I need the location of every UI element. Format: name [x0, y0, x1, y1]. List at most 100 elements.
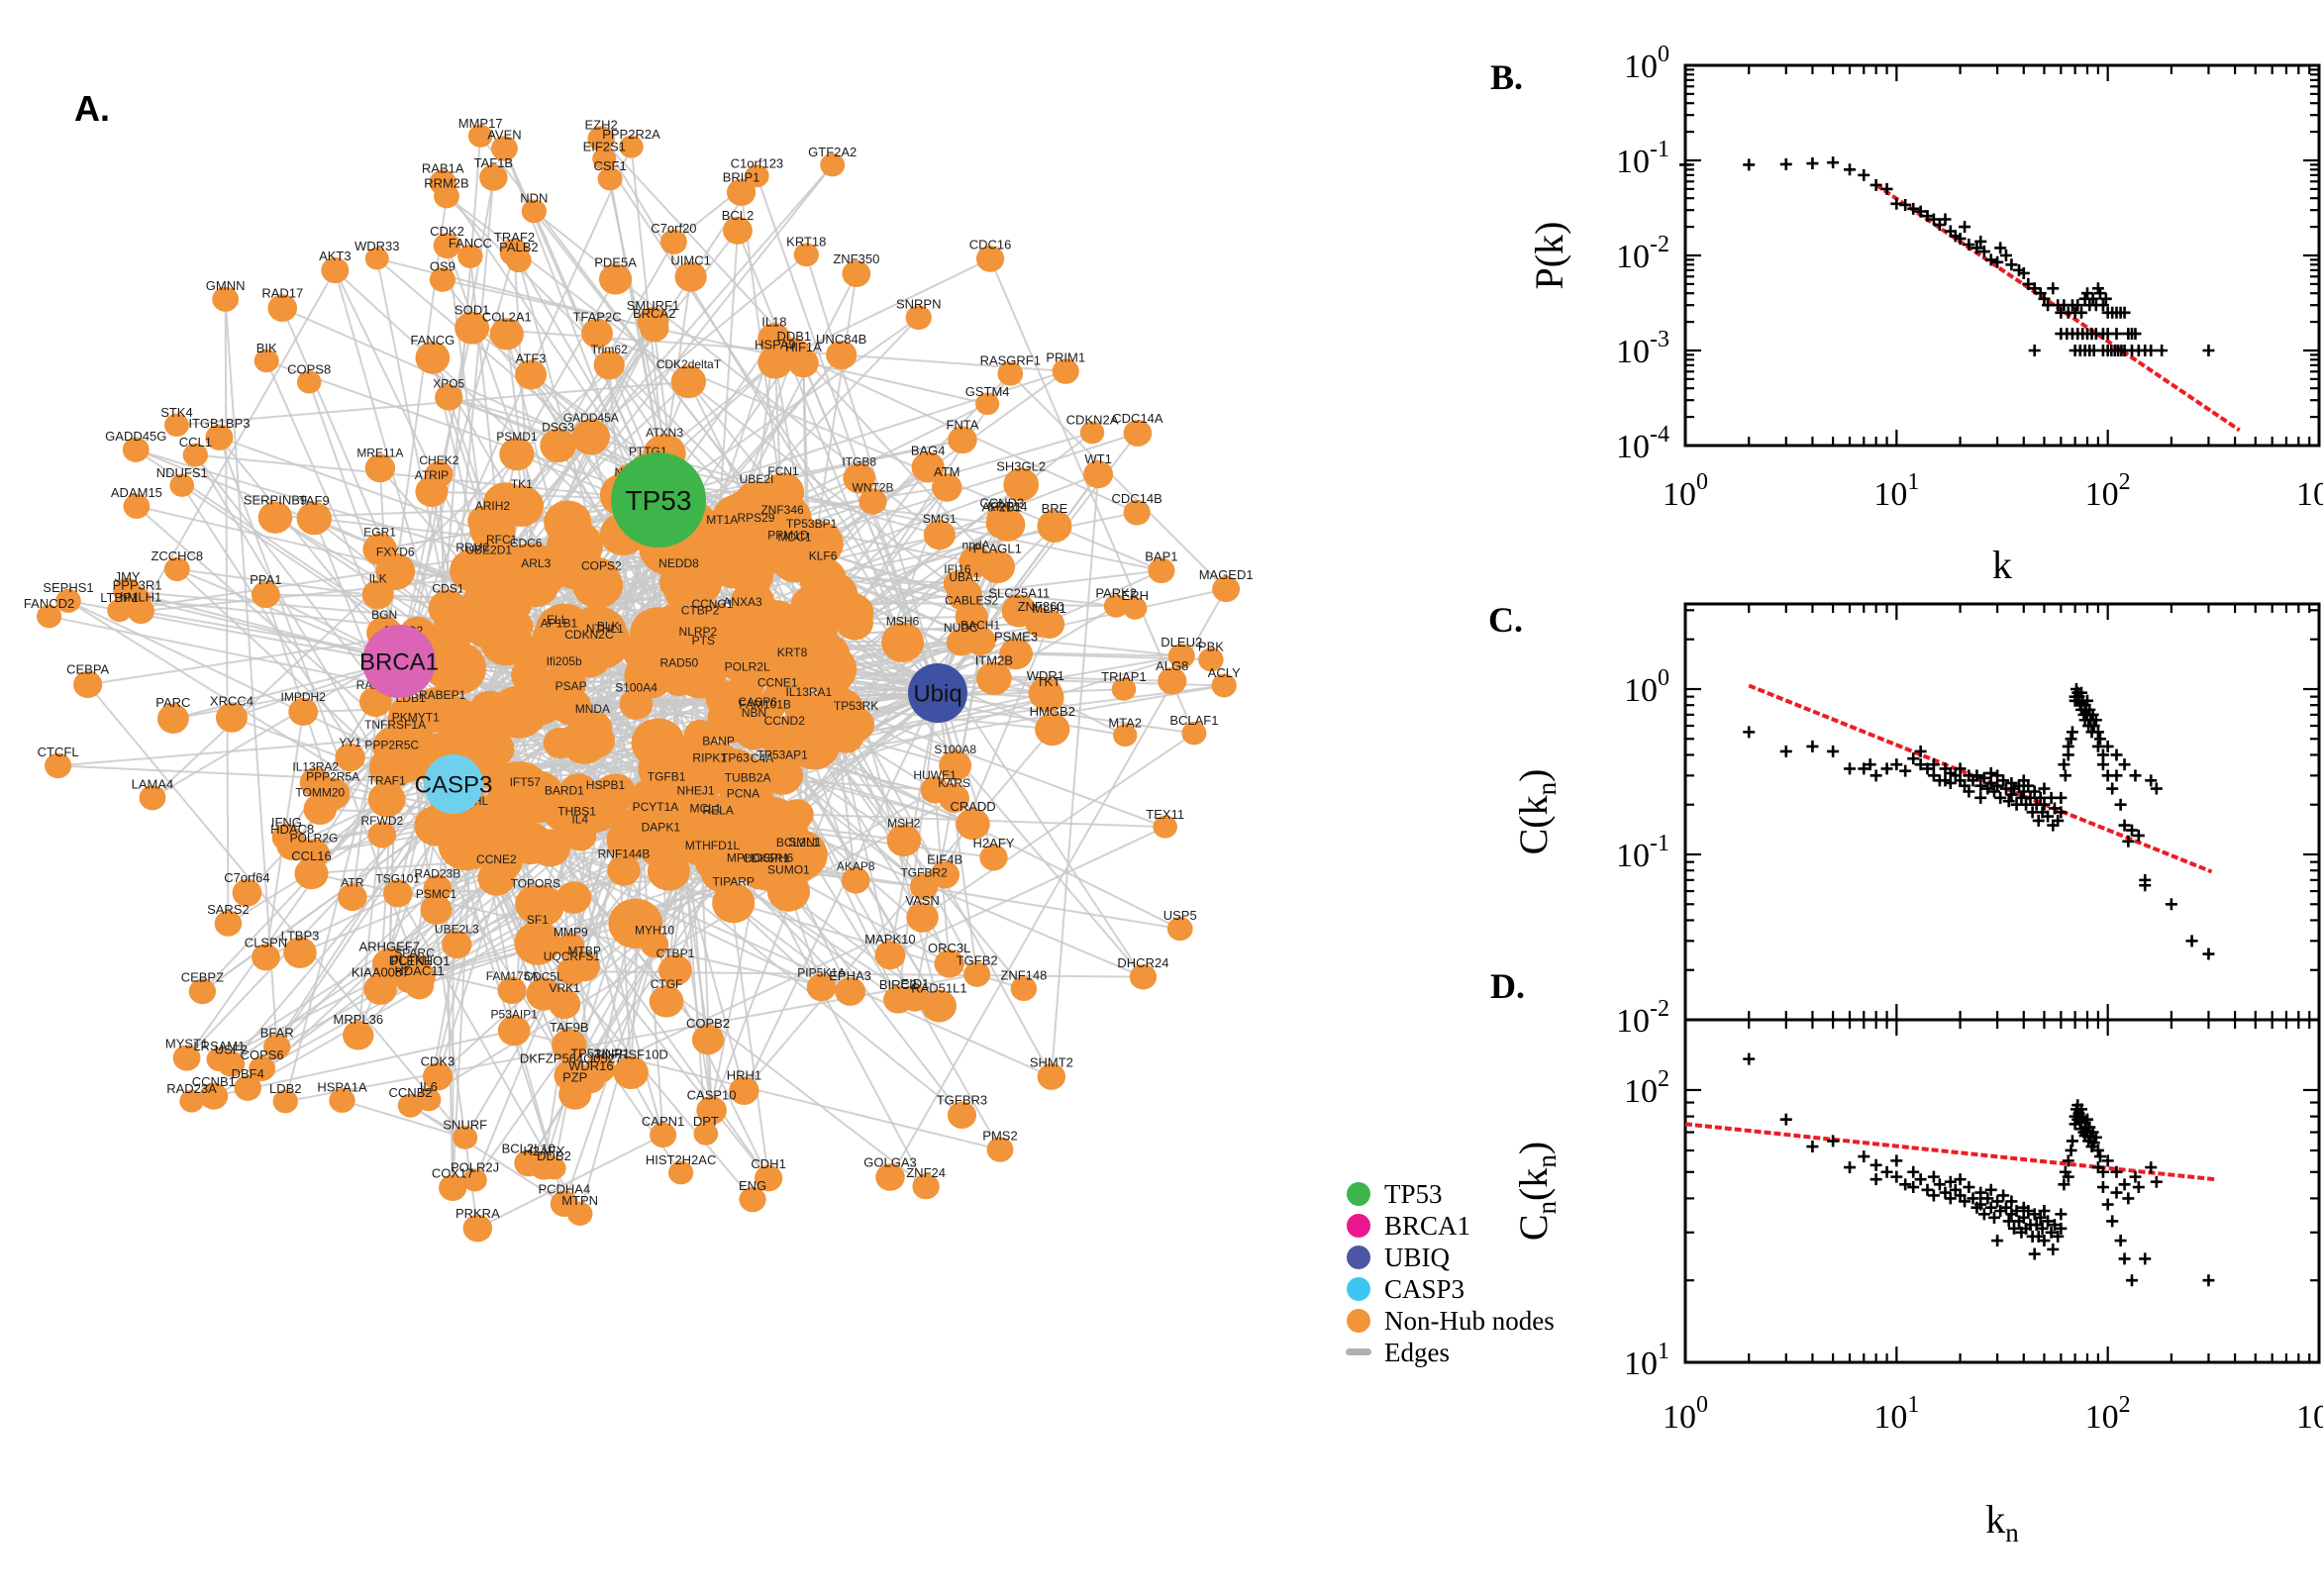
network-node	[491, 136, 518, 161]
network-node	[164, 413, 189, 438]
network-node-label: UBA1	[949, 570, 980, 584]
network-node-label: SEPHS1	[43, 580, 93, 595]
network-node-label: WNT2B	[853, 480, 894, 494]
network-node	[470, 550, 508, 586]
network-node	[422, 1062, 454, 1091]
network-node-label: BRE	[1042, 501, 1068, 516]
network-node-label: LAMA4	[132, 776, 174, 791]
network-node	[439, 1174, 467, 1202]
network-node-label: CAPN1	[642, 1114, 684, 1129]
network-node	[948, 426, 977, 454]
network-node-label: ERH	[1122, 588, 1149, 603]
network-node	[912, 1173, 940, 1200]
network-node	[1037, 1063, 1066, 1090]
network-hub-nodes: TP53 BRCA1 CASP3 Ubiq	[359, 452, 967, 814]
network-node	[372, 726, 418, 768]
network-node	[1111, 677, 1137, 701]
network-node	[758, 323, 791, 354]
network-node-label: CEBPA	[66, 662, 109, 677]
svg-text:103: 103	[2296, 469, 2323, 513]
network-node-label: EZH2	[585, 117, 618, 132]
network-node-label: COPS8	[287, 362, 331, 377]
network-node-label: MPHOSPH6	[727, 851, 794, 865]
network-node	[1198, 648, 1224, 672]
network-node-label: ATRIP	[415, 468, 449, 482]
network-node	[787, 349, 819, 378]
network-node	[729, 1076, 759, 1105]
network-node-label: PARK2	[1095, 586, 1137, 601]
network-node-label: DPT	[693, 1114, 719, 1129]
network-node-label: TRAF1	[368, 774, 406, 788]
network-node	[761, 683, 794, 714]
network-node	[499, 437, 535, 471]
network-node	[335, 743, 365, 772]
legend-item-label: Edges	[1384, 1338, 1450, 1367]
network-node-label: BRIP1	[723, 170, 760, 185]
network-node-label: PRIM1	[1046, 349, 1085, 364]
network-node	[841, 866, 870, 894]
network-node	[1025, 607, 1057, 638]
network-node-label: OS9	[430, 258, 455, 273]
network-node	[838, 707, 875, 743]
network-node-label: IL13RA1	[786, 685, 833, 699]
network-node-label: TNFRSF1A	[364, 718, 426, 732]
network-node	[739, 1186, 766, 1213]
network-node	[454, 311, 490, 345]
network-node-label: FXYD6	[376, 545, 415, 558]
network-node-label: TP53BP1	[786, 517, 838, 531]
network-node-label: STK4	[160, 405, 193, 420]
network-node-label: BCL2L10	[502, 1141, 556, 1155]
network-node-label: KARS	[938, 776, 970, 790]
network-node-label: CABLES2	[945, 593, 998, 607]
network-node-label: NEDD8	[658, 556, 699, 570]
network-node-label: CDK3	[421, 1053, 455, 1068]
network-node-label: RASGRF1	[980, 353, 1041, 368]
network-node	[1181, 721, 1207, 746]
network-node	[1123, 420, 1153, 447]
legend-item-non-hub-nodes: Non-Hub nodes	[1347, 1306, 1555, 1336]
network-node-label: CTCFL	[38, 745, 79, 759]
network-node	[835, 976, 866, 1006]
svg-text:102: 102	[2085, 469, 2131, 513]
plot-frame	[1683, 602, 2321, 1022]
network-node	[661, 663, 697, 697]
hub-node-tp53	[611, 452, 706, 548]
network-node	[693, 1122, 719, 1146]
network-node-label: UBE2D1	[465, 543, 512, 556]
network-node-label: BACH1	[960, 619, 1000, 633]
hub-node-casp3	[424, 754, 483, 814]
network-node	[338, 883, 367, 912]
network-node	[1211, 673, 1237, 698]
network-node	[515, 359, 548, 390]
network-node-label: CCNE1	[758, 676, 798, 690]
network-node	[182, 443, 209, 467]
network-node	[303, 793, 338, 826]
legend-item-label: TP53	[1384, 1179, 1443, 1209]
network-node	[364, 247, 389, 270]
network-node	[619, 688, 654, 720]
network-node-label: UBE2L3	[435, 923, 479, 937]
network-node-label: SMG1	[923, 512, 957, 526]
network-node-label: PSMD1	[496, 430, 538, 444]
network-node-label: RAD23B	[415, 867, 461, 881]
network-node-label: POLR2J	[451, 1160, 499, 1175]
network-node	[582, 566, 621, 603]
network-node-label: EIF4B	[927, 852, 962, 867]
network-node-label: BCL2	[722, 208, 755, 223]
network-node	[875, 1163, 905, 1191]
network-node	[874, 941, 906, 970]
network-node-label: DHCR24	[1117, 955, 1168, 970]
network-node	[249, 1055, 276, 1082]
network-node-label: PPP2R2A	[602, 127, 660, 142]
network-node-label: LRSAM1	[193, 1039, 245, 1053]
network-node	[639, 314, 669, 343]
network-node-label: SNRPN	[896, 297, 942, 312]
network-node	[769, 536, 807, 571]
network-node-label: EPHA3	[829, 968, 871, 983]
network-node-label: CCNG1	[691, 597, 733, 611]
network-node-label: SNURF	[443, 1117, 487, 1132]
network-node-label: CDC16	[969, 237, 1012, 251]
network-node-label: TRAF2	[494, 230, 535, 245]
network-node-label: ALG8	[1156, 658, 1188, 673]
